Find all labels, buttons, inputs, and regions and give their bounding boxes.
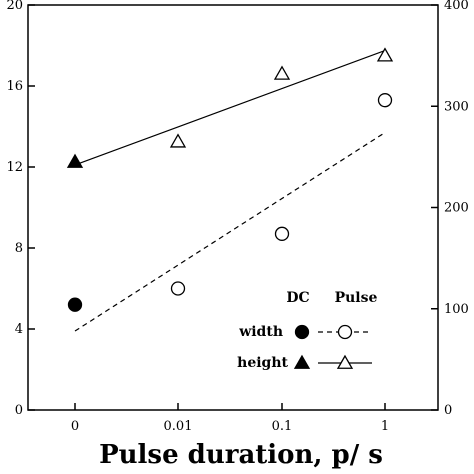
left-axis: 0 4 8 12 16 20 xyxy=(6,0,35,418)
legend-header-pulse: Pulse xyxy=(335,290,378,306)
x-tick-label: 1 xyxy=(381,419,389,434)
legend: DC Pulse width height xyxy=(237,290,377,371)
x-tick-label: 0 xyxy=(71,419,79,434)
width-data-point xyxy=(377,93,393,108)
height-data-point xyxy=(376,47,394,62)
x-tick-label: 0.01 xyxy=(164,419,193,434)
left-tick-label: 12 xyxy=(6,160,23,175)
right-tick-label: 100 xyxy=(444,302,469,317)
left-tick-label: 0 xyxy=(15,403,23,418)
right-tick-label: 300 xyxy=(444,99,469,114)
height-data-point xyxy=(66,153,84,168)
right-tick-label: 0 xyxy=(444,403,452,418)
legend-height-dc-marker xyxy=(293,354,311,369)
fit-lines xyxy=(74,49,386,332)
width-fit-line xyxy=(74,132,386,332)
right-tick-label: 400 xyxy=(444,0,469,13)
left-tick-label: 20 xyxy=(6,0,23,13)
legend-width-pulse-marker xyxy=(337,324,353,340)
left-tick-label: 4 xyxy=(15,322,23,337)
width-data-point xyxy=(67,297,83,312)
left-tick-label: 8 xyxy=(15,241,23,256)
width-data-point xyxy=(274,226,290,241)
plot-frame xyxy=(27,4,439,411)
width-data-point xyxy=(170,281,186,296)
legend-header-dc: DC xyxy=(286,290,309,306)
left-tick-label: 16 xyxy=(6,79,23,94)
height-data-point xyxy=(273,65,291,80)
legend-height-pulse-marker xyxy=(336,354,354,369)
legend-width-dc-marker xyxy=(294,324,310,340)
x-tick-label: 0.1 xyxy=(272,419,293,434)
legend-label-height: height xyxy=(237,355,288,371)
height-fit-line xyxy=(74,49,386,166)
x-axis-label: Pulse duration, p/ s xyxy=(99,440,383,470)
data-points xyxy=(66,47,394,312)
right-tick-label: 200 xyxy=(444,201,469,216)
legend-label-width: width xyxy=(238,324,283,340)
x-axis: 0 0.01 0.1 1 xyxy=(71,403,389,434)
height-data-point xyxy=(169,133,187,148)
right-axis: 0 100 200 300 400 xyxy=(431,0,469,418)
